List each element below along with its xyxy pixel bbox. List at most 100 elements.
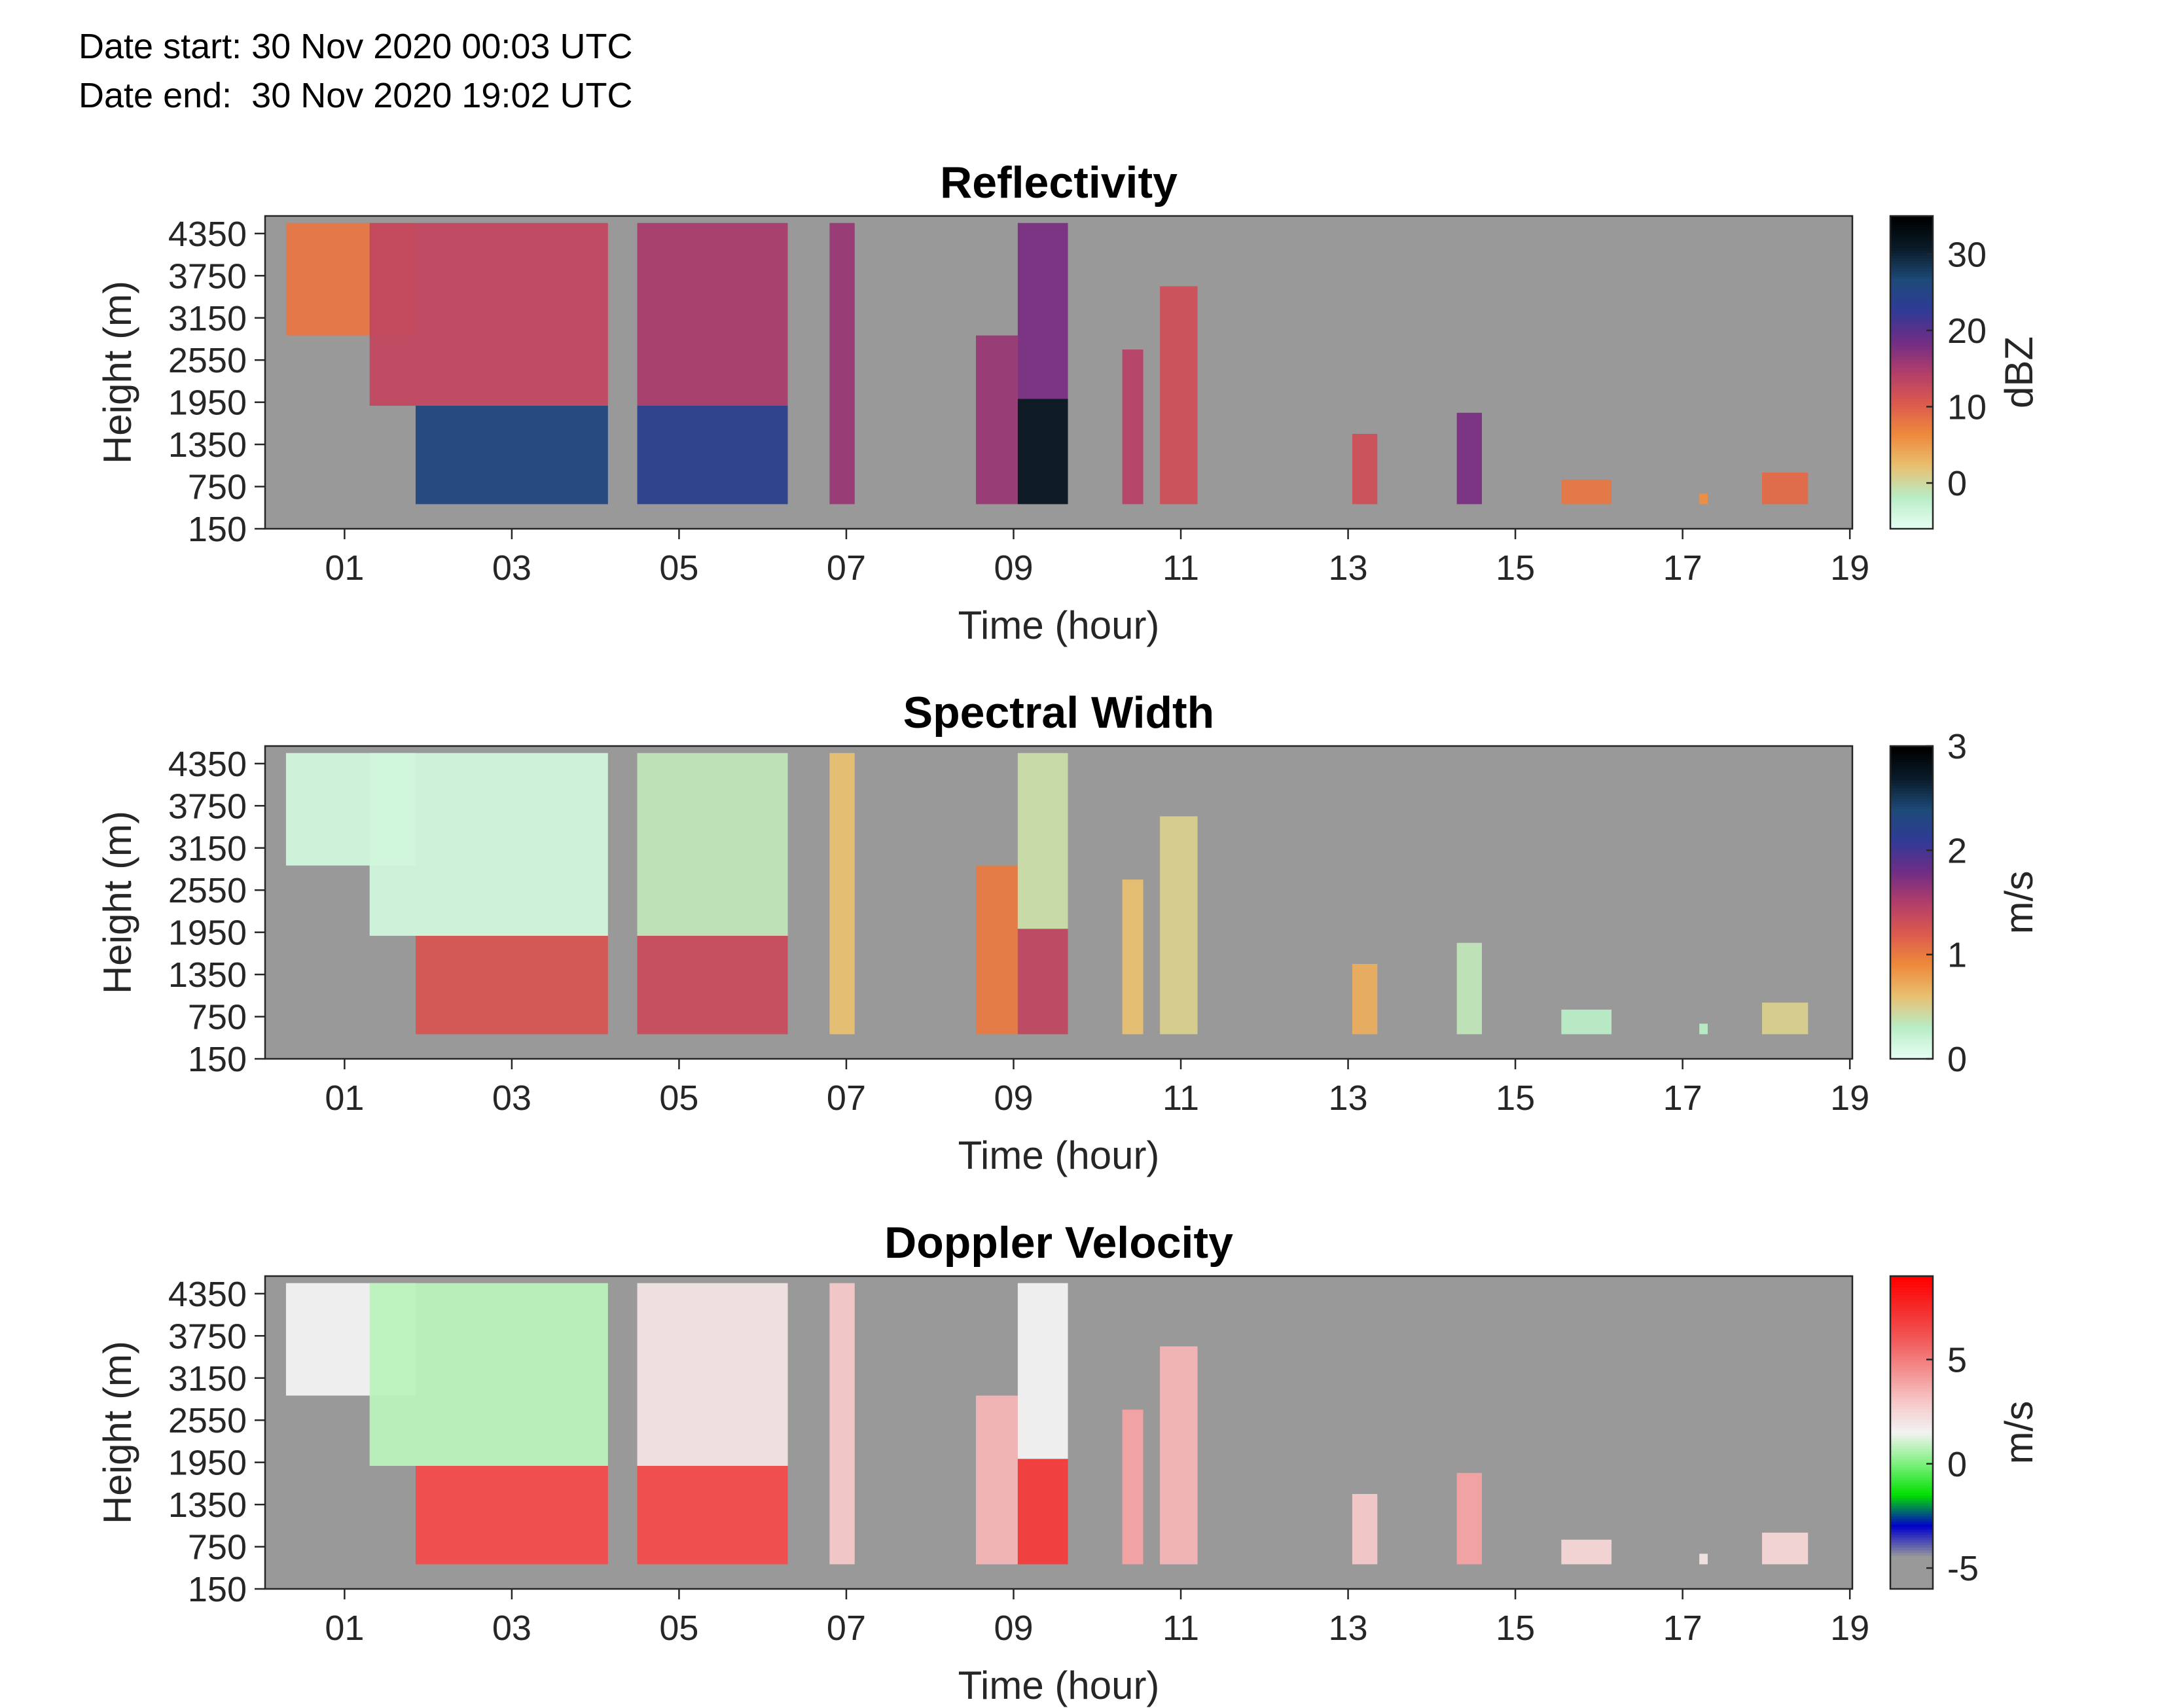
colorbar-strip — [1890, 1362, 1933, 1366]
axes-box — [264, 1275, 1854, 1590]
x-tick-label: 01 — [325, 548, 364, 588]
colorbar-strip — [1890, 1333, 1933, 1337]
colorbar-strip — [1890, 1550, 1933, 1554]
y-tick-label: 2550 — [168, 341, 247, 380]
colorbar-strip — [1890, 907, 1933, 911]
colorbar-strip — [1890, 424, 1933, 428]
colorbar-strip — [1890, 962, 1933, 966]
colorbar-strip — [1890, 474, 1933, 478]
colorbar-strip — [1890, 1315, 1933, 1319]
echo-cell — [415, 1466, 608, 1565]
colorbar-strip — [1890, 861, 1933, 864]
colorbar-strip — [1890, 821, 1933, 825]
colorbar-strip — [1890, 764, 1933, 768]
y-tick-label: 3750 — [168, 1317, 247, 1356]
colorbar-strip — [1890, 897, 1933, 901]
colorbar-strip — [1890, 1320, 1933, 1324]
colorbar-strip — [1890, 965, 1933, 969]
colorbar-strip — [1890, 1471, 1933, 1475]
colorbar-strip — [1890, 1346, 1933, 1350]
echo-cell — [369, 222, 608, 406]
x-tick-label: 03 — [492, 1078, 531, 1118]
colorbar-strip — [1890, 382, 1933, 386]
colorbar-strip — [1890, 753, 1933, 757]
echo-cell — [829, 753, 855, 1035]
colorbar-strip — [1890, 239, 1933, 243]
x-tick-label: 13 — [1329, 1078, 1368, 1118]
colorbar-strip — [1890, 377, 1933, 381]
colorbar-strip — [1890, 400, 1933, 404]
colorbar-strip — [1890, 1383, 1933, 1387]
colorbar-strip — [1890, 1364, 1933, 1368]
colorbar-strip — [1890, 1576, 1933, 1580]
x-tick-label: 15 — [1496, 1078, 1535, 1118]
colorbar-strip — [1890, 231, 1933, 235]
colorbar-strip — [1890, 1291, 1933, 1295]
echo-cell — [1561, 1539, 1612, 1565]
colorbar-strip — [1890, 1030, 1933, 1034]
colorbar-strip — [1890, 1033, 1933, 1037]
colorbar-strip — [1890, 824, 1933, 828]
axes-box — [264, 745, 1854, 1060]
x-tick-label: 15 — [1496, 1609, 1535, 1648]
colorbar-box — [1889, 215, 1934, 530]
colorbar-strip — [1890, 255, 1933, 258]
x-tick-label: 05 — [659, 548, 698, 588]
echo-cell — [1762, 1533, 1809, 1565]
colorbar-strip — [1890, 1505, 1933, 1509]
colorbar-strip — [1890, 1578, 1933, 1582]
colorbar: -5 0 5 m/s — [1889, 1275, 2041, 1590]
colorbar-strip — [1890, 1406, 1933, 1410]
panel-title: Spectral Width — [903, 688, 1214, 738]
colorbar-strip — [1890, 521, 1933, 525]
colorbar-strip — [1890, 954, 1933, 958]
colorbar-strip — [1890, 1404, 1933, 1408]
colorbar-strip — [1890, 761, 1933, 765]
colorbar-strip — [1890, 1299, 1933, 1303]
colorbar-strip — [1890, 813, 1933, 817]
panel-title: Doppler Velocity — [884, 1218, 1233, 1268]
colorbar-strip — [1890, 1544, 1933, 1548]
colorbar-strip — [1890, 1020, 1933, 1023]
echo-cell — [369, 1283, 608, 1467]
echo-cell — [829, 222, 855, 505]
echo-cell — [1160, 816, 1198, 1035]
colorbar-strip — [1890, 445, 1933, 449]
colorbar-strip — [1890, 895, 1933, 898]
axes-box — [264, 215, 1854, 530]
echo-cell — [637, 406, 788, 505]
colorbar-strip — [1890, 244, 1933, 248]
colorbar-strip — [1890, 756, 1933, 760]
colorbar-strip — [1890, 1330, 1933, 1334]
colorbar-strip — [1890, 453, 1933, 457]
colorbar-strip — [1890, 1409, 1933, 1413]
x-tick-label: 11 — [1162, 1078, 1199, 1118]
echo-cell — [1160, 1346, 1198, 1565]
echo-cell — [829, 1283, 855, 1565]
colorbar-strip — [1890, 1378, 1933, 1381]
colorbar-strip — [1890, 1584, 1933, 1588]
colorbar-tick-label: 1 — [1947, 936, 1967, 975]
colorbar-strip — [1890, 336, 1933, 340]
colorbar-strip — [1890, 1025, 1933, 1029]
colorbar-strip — [1890, 975, 1933, 979]
colorbar-strip — [1890, 1325, 1933, 1329]
x-tick-label: 07 — [827, 548, 866, 588]
x-tick-label: 05 — [659, 1609, 698, 1648]
colorbar-tick-label: 3 — [1947, 727, 1967, 766]
colorbar-strip — [1890, 325, 1933, 329]
colorbar-strip — [1890, 450, 1933, 454]
colorbar-strip — [1890, 323, 1933, 327]
colorbar-strip — [1890, 228, 1933, 232]
colorbar-strip — [1890, 889, 1933, 893]
x-tick-label: 19 — [1830, 548, 1869, 588]
colorbar-strip — [1890, 416, 1933, 420]
colorbar-strip — [1890, 808, 1933, 812]
colorbar-strip — [1890, 1571, 1933, 1575]
colorbar-strip — [1890, 972, 1933, 976]
y-axis-label: Height (m) — [96, 281, 139, 464]
colorbar-strip — [1890, 349, 1933, 353]
colorbar-strip — [1890, 993, 1933, 997]
colorbar-strip — [1890, 338, 1933, 342]
